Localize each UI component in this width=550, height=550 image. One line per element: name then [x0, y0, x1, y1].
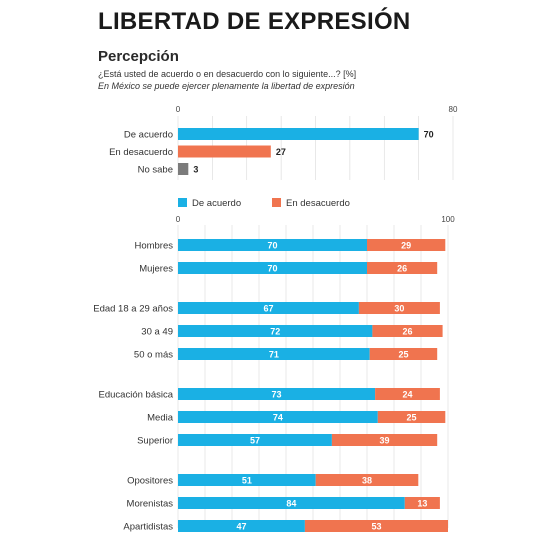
bar-en-desacuerdo-media	[377, 411, 446, 423]
bar-en-desacuerdo	[178, 145, 271, 158]
category-label-mujeres: Mujeres	[139, 264, 173, 275]
category-label-media: Media	[147, 413, 174, 424]
data-label: 70	[267, 241, 277, 251]
data-label: 38	[362, 476, 372, 486]
x-tick-label: 0	[176, 105, 181, 114]
bar-de-acuerdo-educacion-basica	[178, 388, 376, 400]
data-label: 70	[424, 130, 434, 140]
bar-en-desacuerdo-apartidistas	[304, 520, 448, 532]
category-label-30-a-49: 30 a 49	[141, 327, 173, 338]
bar-de-acuerdo-30-a-49	[178, 325, 373, 337]
x-tick-label: 0	[176, 215, 181, 224]
data-label: 25	[398, 350, 408, 360]
data-label: 29	[401, 241, 411, 251]
legend-label-en-desacuerdo: En desacuerdo	[286, 198, 350, 209]
category-label-no-sabe: No sabe	[138, 165, 173, 176]
data-label: 71	[269, 350, 279, 360]
bar-de-acuerdo-morenistas	[178, 497, 405, 509]
bar-de-acuerdo-50-o-mas	[178, 348, 370, 360]
data-label: 47	[236, 522, 246, 532]
data-label: 73	[272, 390, 282, 400]
bar-de-acuerdo-opositores	[178, 474, 316, 486]
bar-en-desacuerdo-edad-18-a-29-anos	[358, 302, 440, 314]
category-label-morenistas: Morenistas	[127, 499, 174, 510]
category-label-en-desacuerdo: En desacuerdo	[109, 147, 173, 158]
data-label: 72	[270, 327, 280, 337]
category-label-edad-18-a-29-anos: Edad 18 a 29 años	[93, 304, 173, 315]
bar-en-desacuerdo-educacion-basica	[375, 388, 440, 400]
category-label-de-acuerdo: De acuerdo	[124, 130, 173, 141]
survey-question: ¿Está usted de acuerdo o en desacuerdo c…	[98, 69, 357, 79]
bar-en-desacuerdo-superior	[331, 434, 438, 446]
bar-en-desacuerdo-morenistas	[404, 497, 440, 509]
section-title: Percepción	[98, 48, 179, 65]
data-label: 13	[417, 499, 427, 509]
data-label: 67	[263, 304, 273, 314]
bar-en-desacuerdo-opositores	[315, 474, 419, 486]
legend-swatch-en-desacuerdo	[272, 198, 281, 207]
x-tick-label: 100	[441, 215, 455, 224]
bar-de-acuerdo-mujeres	[178, 262, 367, 274]
data-label: 26	[397, 264, 407, 274]
bar-de-acuerdo-hombres	[178, 239, 367, 251]
data-label: 84	[286, 499, 296, 509]
data-label: 25	[407, 413, 417, 423]
category-label-opositores: Opositores	[127, 476, 173, 487]
data-label: 30	[394, 304, 404, 314]
category-label-apartidistas: Apartidistas	[123, 522, 173, 533]
data-label: 74	[273, 413, 283, 423]
data-label: 39	[380, 436, 390, 446]
legend-swatch-de-acuerdo	[178, 198, 187, 207]
data-label: 51	[242, 476, 252, 486]
bar-en-desacuerdo-30-a-49	[372, 325, 443, 337]
data-label: 27	[276, 147, 286, 157]
bar-no-sabe	[178, 163, 189, 175]
category-label-50-o-mas: 50 o más	[134, 350, 173, 361]
data-label: 70	[267, 264, 277, 274]
bar-de-acuerdo-media	[178, 411, 378, 423]
bar-en-desacuerdo-50-o-mas	[369, 348, 438, 360]
legend-label-de-acuerdo: De acuerdo	[192, 198, 241, 209]
page-title: LIBERTAD DE EXPRESIÓN	[98, 8, 411, 35]
survey-statement: En México se puede ejercer plenamente la…	[98, 81, 355, 91]
data-label: 53	[371, 522, 381, 532]
x-tick-label: 80	[449, 105, 458, 114]
bar-de-acuerdo-superior	[178, 434, 332, 446]
category-label-superior: Superior	[137, 436, 173, 447]
data-label: 26	[402, 327, 412, 337]
category-label-hombres: Hombres	[134, 241, 173, 252]
bar-de-acuerdo	[178, 128, 419, 140]
bar-de-acuerdo-edad-18-a-29-anos	[178, 302, 359, 314]
data-label: 3	[193, 165, 198, 175]
bar-en-desacuerdo-mujeres	[367, 262, 438, 274]
data-label: 57	[250, 436, 260, 446]
data-label: 24	[402, 390, 412, 400]
category-label-educacion-basica: Educación básica	[99, 390, 174, 401]
bar-de-acuerdo-apartidistas	[178, 520, 305, 532]
bar-en-desacuerdo-hombres	[367, 239, 446, 251]
